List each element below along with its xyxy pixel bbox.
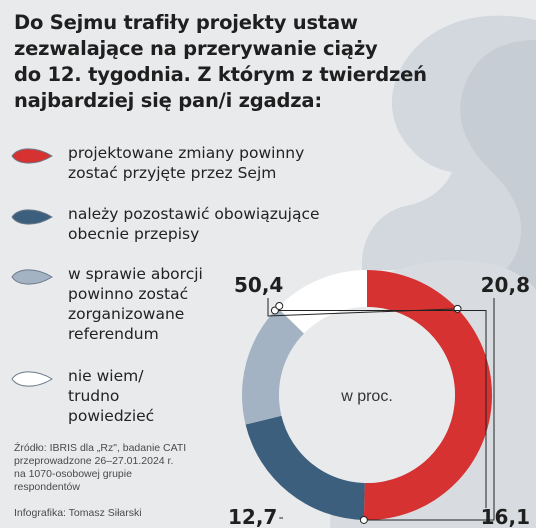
legend-label: nie wiem/ trudno powiedzieć	[68, 366, 154, 426]
legend-line: trudno	[68, 387, 120, 405]
label-marker	[359, 515, 368, 524]
legend-line: obecnie przepisy	[68, 225, 200, 243]
infographic-credit: Infografika: Tomasz Siłarski	[14, 507, 142, 519]
label-connector	[274, 309, 487, 508]
legend-line: zorganizowane	[68, 305, 185, 323]
legend-line: nie wiem/	[68, 367, 144, 385]
slice-referendum	[242, 307, 304, 425]
title-line: zezwalające na przerywanie ciąży	[14, 37, 378, 60]
legend-item-keep: należy pozostawić obowiązujące obecnie p…	[10, 204, 320, 244]
source-line: respondentów	[14, 481, 80, 493]
legend-line: zostać przyjęte przez Sejm	[68, 164, 277, 182]
donut-chart: w proc.	[242, 270, 493, 520]
legend-item-accept: projektowane zmiany powinny zostać przyj…	[10, 143, 304, 183]
chart-annotations: 50,4 20,8 16,1 12,7	[228, 273, 530, 528]
legend-label: należy pozostawić obowiązujące obecnie p…	[68, 204, 320, 244]
source-note: Źródło: IBRIS dla „Rz", badanie CATI prz…	[14, 442, 224, 494]
value-label-dont-know: 12,7	[228, 505, 277, 528]
label-connector	[267, 298, 458, 317]
legend-item-referendum: w sprawie aborcji powinno zostać zorgani…	[10, 264, 203, 344]
legend-drop-icon	[11, 148, 53, 164]
label-connector	[363, 298, 495, 521]
title-line: Do Sejmu trafiły projekty ustaw	[14, 11, 358, 34]
chart-title: Do Sejmu trafiły projekty ustaw zezwalaj…	[14, 10, 427, 114]
legend-drop-icon	[11, 269, 53, 285]
legend-item-dont-know: nie wiem/ trudno powiedzieć	[10, 366, 154, 426]
donut-center-label: w proc.	[340, 388, 393, 405]
legend-label: w sprawie aborcji powinno zostać zorgani…	[68, 264, 203, 344]
source-line: Źródło: IBRIS dla „Rz", badanie CATI	[14, 442, 187, 454]
legend-label: projektowane zmiany powinny zostać przyj…	[68, 143, 304, 183]
legend-drop-icon	[11, 371, 53, 387]
label-marker	[275, 301, 284, 310]
source-line: przeprowadzone 26–27.01.2024 r.	[14, 455, 174, 467]
legend-line: należy pozostawić obowiązujące	[68, 205, 320, 223]
slice-accept	[363, 270, 493, 520]
value-label-keep: 20,8	[481, 273, 530, 297]
legend-line: w sprawie aborcji	[68, 265, 203, 283]
label-marker	[453, 304, 462, 313]
slice-dont-know	[277, 270, 367, 334]
legend-line: powiedzieć	[68, 407, 155, 425]
legend-line: referendum	[68, 325, 159, 343]
value-label-referendum: 16,1	[481, 505, 530, 528]
source-line: na 1070-osobowej grupie	[14, 468, 132, 480]
legend-line: projektowane zmiany powinny	[68, 144, 305, 162]
legend-line: powinno zostać	[68, 285, 189, 303]
legend-drop-icon	[11, 209, 53, 225]
slice-keep	[245, 415, 365, 520]
value-label-accept: 50,4	[234, 273, 283, 297]
title-line: do 12. tygodnia. Z którym z twierdzeń	[14, 63, 427, 86]
title-line: najbardziej się pan/i zgadza:	[14, 89, 322, 112]
donut-hole	[279, 307, 455, 483]
